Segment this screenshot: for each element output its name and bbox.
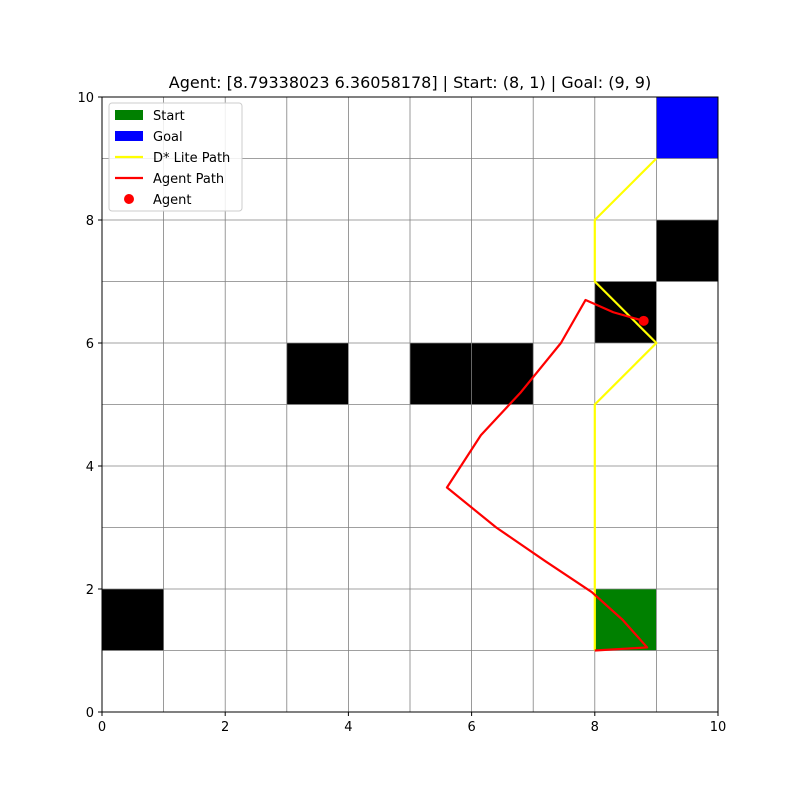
legend-label: D* Lite Path xyxy=(153,151,230,166)
dstar-lite-path-line xyxy=(593,157,658,651)
x-tick-label: 8 xyxy=(591,720,599,735)
x-tick-label: 0 xyxy=(98,720,106,735)
goal-cell xyxy=(656,97,718,159)
obstacle-cell xyxy=(656,220,718,282)
legend-label: Goal xyxy=(153,130,183,145)
y-tick-label: 8 xyxy=(86,214,94,229)
y-tick-label: 4 xyxy=(86,460,94,475)
legend-label: Start xyxy=(153,109,185,124)
y-tick-label: 0 xyxy=(86,706,94,721)
obstacle-cell xyxy=(286,343,349,405)
y-tick-label: 10 xyxy=(77,91,94,106)
legend-label: Agent Path xyxy=(153,172,224,187)
legend-box xyxy=(108,102,243,212)
legend-swatch-goal xyxy=(115,131,143,141)
obstacle-cell xyxy=(471,343,534,405)
agent-marker xyxy=(638,315,649,326)
legend-label: Agent xyxy=(153,193,191,208)
agent-path-line xyxy=(445,298,649,652)
obstacle-cell xyxy=(102,589,164,651)
y-tick-label: 2 xyxy=(86,583,94,598)
legend-swatch-agent xyxy=(124,194,134,204)
x-tick-label: 2 xyxy=(221,720,229,735)
legend-swatch-start xyxy=(115,110,143,120)
legend: Start Goal D* Lite Path Agent Path Agent xyxy=(108,102,243,212)
x-tick-label: 6 xyxy=(467,720,475,735)
x-tick-label: 4 xyxy=(344,720,352,735)
x-tick-label: 10 xyxy=(710,720,727,735)
obstacle-cell xyxy=(410,343,472,405)
chart-title: Agent: [8.79338023 6.36058178] | Start: … xyxy=(169,73,651,92)
start-cell xyxy=(594,589,657,651)
axes-frame xyxy=(101,96,719,713)
y-tick-label: 6 xyxy=(86,337,94,352)
